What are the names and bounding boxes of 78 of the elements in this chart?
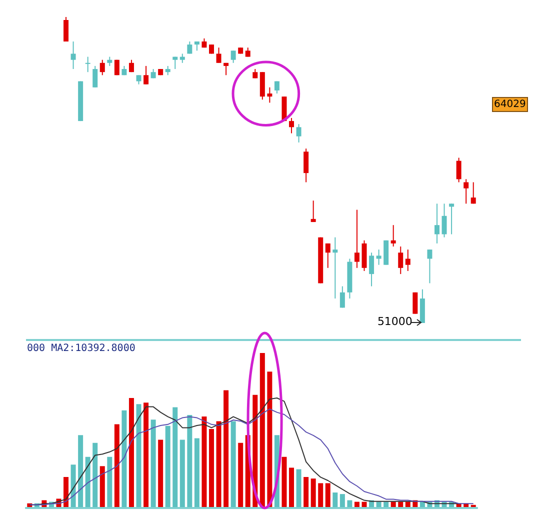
bar [267,372,272,508]
bar [318,483,324,508]
bar [230,421,236,508]
bar [296,469,302,508]
candlestick [92,65,98,88]
candlestick [172,56,178,70]
candlestick [456,157,462,183]
candlestick [325,242,330,268]
bar [150,420,156,508]
bar [128,398,134,508]
candlestick [405,249,410,272]
bar [325,483,330,508]
candlestick [128,59,134,73]
candlestick [144,65,149,85]
candlestick [390,224,396,247]
candlestick [296,124,302,143]
bar [340,494,345,508]
candlestick [354,209,360,268]
bar [78,435,84,508]
candlestick [449,203,454,235]
bar [158,440,164,508]
bar [202,416,207,508]
bar [100,466,105,508]
candlestick [100,59,105,76]
candlestick [85,56,90,73]
bar [208,428,214,508]
candlestick [274,80,280,94]
bar [114,424,120,508]
annotation: 51000 [377,315,412,328]
candlestick [464,178,469,204]
candlestick [245,47,250,58]
candlestick [216,47,222,64]
bar [136,404,142,508]
candlestick [267,86,272,104]
bar [180,440,185,508]
candlestick [434,203,440,244]
bar [260,353,265,508]
candlestick [107,56,112,66]
candlestick [289,117,294,134]
bar [70,464,76,508]
candlestick [332,236,338,300]
bar [310,478,316,508]
candlestick [310,200,316,223]
bar [224,390,229,508]
candlestick [369,252,374,287]
bar [216,421,222,508]
bar [144,402,149,508]
bar [92,442,98,508]
candlestick [230,50,236,64]
bar [122,410,127,508]
bar [172,407,178,508]
text: 64029 [492,97,528,112]
candlestick [427,249,432,284]
candlestick [412,292,418,314]
annotation: 000 MA2:10392.8000 [27,343,136,354]
candlestick [470,182,476,204]
candlestick [64,16,69,42]
candlestick [70,40,76,70]
candlestick [136,74,142,85]
candlestick [187,40,192,54]
bar [165,426,170,508]
bar [304,477,309,508]
bar [85,456,90,508]
bar [107,456,112,508]
candlestick [376,249,382,266]
bar [282,456,287,508]
candlestick [304,148,309,183]
candlestick [165,65,170,76]
candlestick [340,286,345,308]
candlestick [180,53,185,64]
candlestick [442,203,447,238]
bar [187,415,192,508]
bar [238,442,244,508]
bar [289,468,294,508]
candlestick [224,62,229,76]
candlestick [398,246,404,275]
bar [194,438,200,508]
bar [332,492,338,508]
